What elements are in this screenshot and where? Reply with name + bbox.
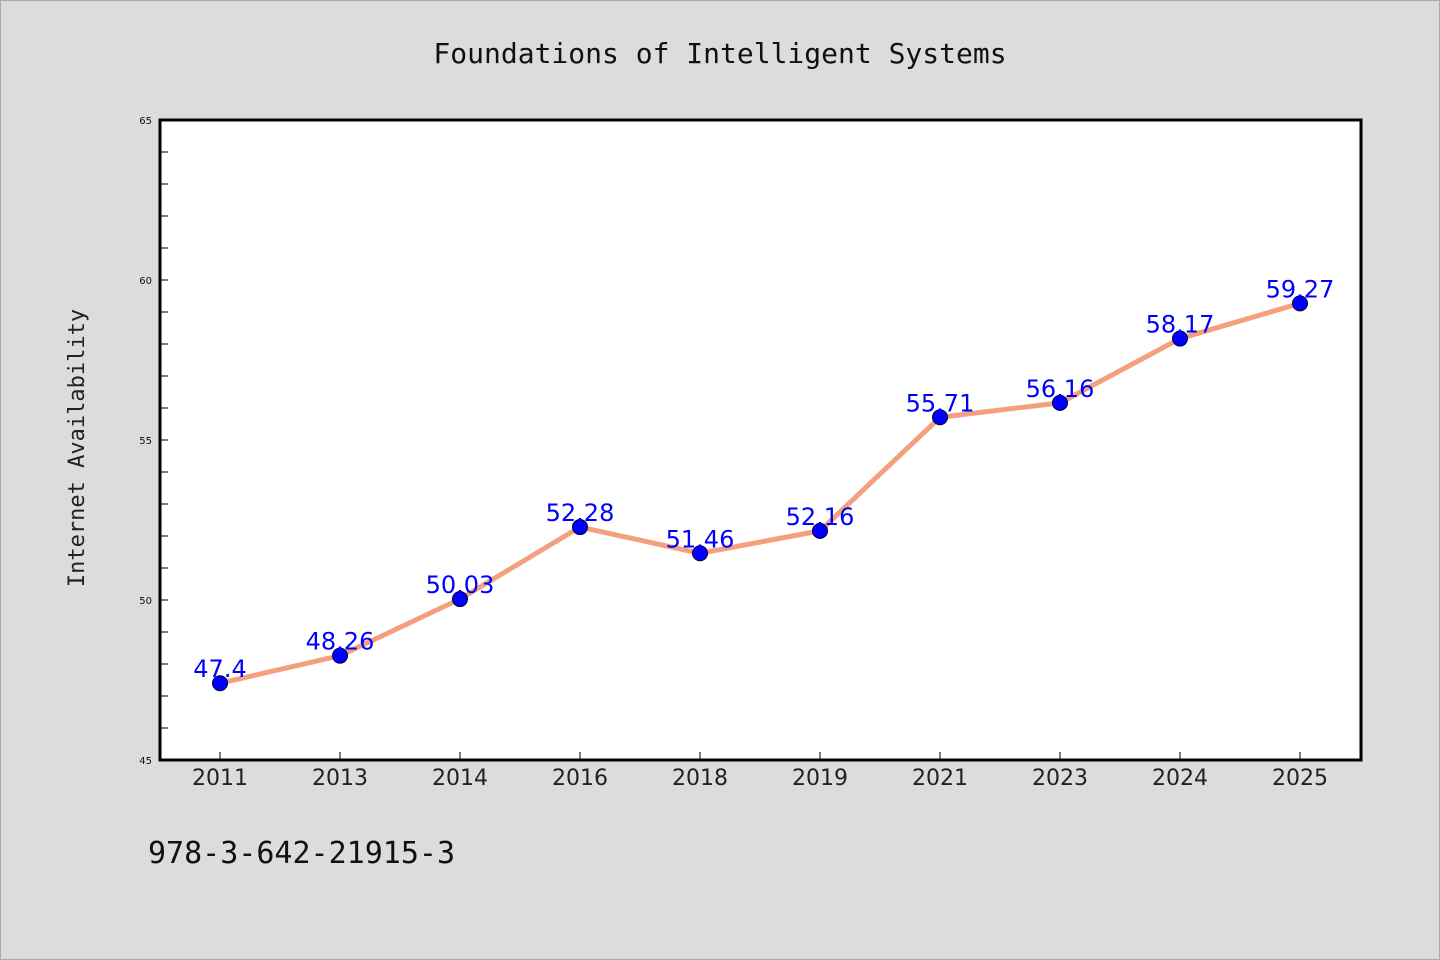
x-tick-label: 2019 — [792, 766, 848, 791]
plot-frame — [158, 118, 1363, 762]
y-tick-label: 45 — [139, 756, 152, 767]
data-label: 47.4 — [193, 655, 246, 683]
data-label: 55.71 — [906, 389, 975, 417]
x-tick-label: 2023 — [1032, 766, 1088, 791]
x-tick-label: 2016 — [552, 766, 608, 791]
y-tick-label: 65 — [139, 116, 152, 127]
chart-title: Foundations of Intelligent Systems — [433, 37, 1006, 70]
data-label: 51.46 — [666, 525, 735, 553]
data-point-marker — [452, 591, 468, 608]
x-tick-labels: 2011 2013 2014 2016 2018 2019 2021 2023 2024 2025 — [192, 766, 1328, 791]
data-point-marker — [812, 522, 828, 539]
data-label: 59.27 — [1266, 275, 1335, 303]
data-label: 58.17 — [1146, 311, 1215, 339]
data-point-marker — [932, 409, 948, 426]
x-tick-label: 2018 — [672, 766, 728, 791]
data-label: 56.16 — [1026, 375, 1095, 403]
data-label: 48.26 — [306, 628, 375, 656]
series-line — [217, 300, 1303, 686]
data-point-marker — [572, 519, 588, 536]
y-tick-label: 60 — [139, 276, 152, 287]
data-label: 52.28 — [546, 499, 615, 527]
x-tick-label: 2014 — [432, 766, 488, 791]
y-tick-label: 55 — [139, 436, 152, 447]
x-tick-label: 2024 — [1152, 766, 1208, 791]
data-point-marker — [1172, 330, 1188, 347]
isbn-footer: 978-3-642-21915-3 — [148, 836, 455, 871]
data-point-marker — [1292, 295, 1308, 312]
series-markers — [212, 295, 1308, 692]
y-tick-label: 50 — [139, 596, 152, 607]
x-tick-label: 2013 — [312, 766, 368, 791]
y-axis-label: Internet Availability — [65, 309, 90, 587]
plot-area — [160, 120, 1361, 760]
data-point-marker — [332, 647, 348, 664]
data-point-marker — [692, 545, 708, 562]
data-label: 52.16 — [786, 503, 855, 531]
data-point-marker — [212, 675, 228, 692]
data-label: 50.03 — [426, 571, 495, 599]
data-labels: 47.4 48.26 50.03 52.28 51.46 52.16 55.71 56.16 5… — [193, 275, 1334, 683]
series-line-layer — [217, 300, 1303, 686]
x-tick-label: 2025 — [1272, 766, 1328, 791]
x-tick-label: 2011 — [192, 766, 248, 791]
data-point-marker — [1052, 394, 1068, 411]
x-tick-label: 2021 — [912, 766, 968, 791]
y-tick-labels: 45 50 55 60 65 — [139, 116, 152, 767]
